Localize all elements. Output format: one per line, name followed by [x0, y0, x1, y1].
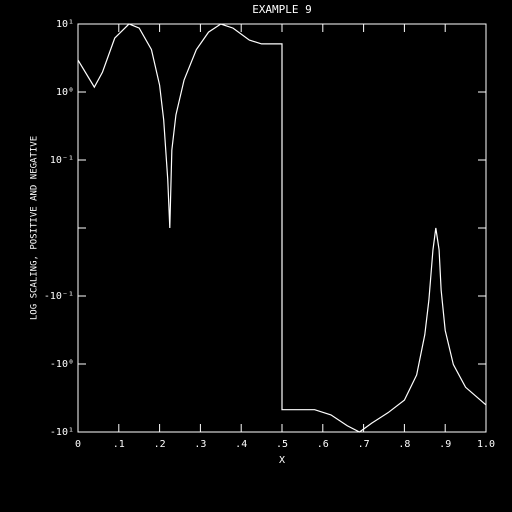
y-axis-label: LOG SCALING, POSITIVE AND NEGATIVE: [30, 136, 40, 320]
chart-title: EXAMPLE 9: [252, 3, 312, 16]
y-tick-label: -10⁰: [50, 359, 74, 370]
x-tick-label: .7: [358, 439, 370, 450]
x-tick-label: .9: [439, 439, 451, 450]
y-tick-label: -10¹: [50, 427, 74, 438]
y-tick-label: 10⁻¹: [50, 155, 74, 166]
y-tick-label: -10⁻¹: [44, 291, 74, 302]
x-tick-label: .5: [276, 439, 288, 450]
x-tick-label: .8: [398, 439, 410, 450]
x-tick-label: .2: [154, 439, 166, 450]
x-tick-label: 1.0: [477, 439, 495, 450]
x-tick-label: .6: [317, 439, 329, 450]
data-line: [77, 23, 487, 433]
x-tick-label: .3: [194, 439, 206, 450]
x-tick-label: 0: [75, 439, 81, 450]
y-tick-label: 10⁰: [56, 87, 74, 98]
x-tick-label: .1: [113, 439, 125, 450]
x-tick-label: .4: [235, 439, 247, 450]
y-tick-label: 10¹: [56, 19, 74, 30]
x-axis-label: X: [279, 455, 285, 466]
